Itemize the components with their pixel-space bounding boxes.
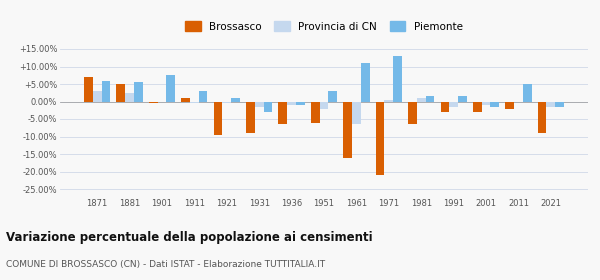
Bar bbox=[311, 102, 320, 123]
Bar bbox=[352, 102, 361, 124]
Bar bbox=[473, 102, 482, 112]
Bar bbox=[287, 102, 296, 105]
Bar bbox=[181, 98, 190, 102]
Bar bbox=[214, 102, 223, 135]
Bar bbox=[361, 63, 370, 102]
Text: COMUNE DI BROSSASCO (CN) - Dati ISTAT - Elaborazione TUTTITALIA.IT: COMUNE DI BROSSASCO (CN) - Dati ISTAT - … bbox=[6, 260, 325, 269]
Bar bbox=[84, 77, 93, 102]
Bar bbox=[190, 102, 199, 103]
Bar bbox=[166, 75, 175, 102]
Bar bbox=[278, 102, 287, 124]
Bar bbox=[125, 93, 134, 102]
Bar bbox=[328, 91, 337, 102]
Bar bbox=[482, 102, 490, 105]
Bar bbox=[393, 56, 402, 102]
Bar bbox=[149, 102, 158, 103]
Bar bbox=[425, 96, 434, 102]
Bar bbox=[320, 102, 328, 109]
Bar bbox=[263, 102, 272, 112]
Bar bbox=[385, 100, 393, 102]
Bar bbox=[408, 102, 417, 124]
Bar bbox=[296, 102, 305, 105]
Bar bbox=[101, 81, 110, 102]
Bar bbox=[490, 102, 499, 107]
Bar bbox=[134, 82, 143, 102]
Bar bbox=[231, 98, 240, 102]
Bar bbox=[440, 102, 449, 112]
Bar bbox=[376, 102, 385, 175]
Bar bbox=[246, 102, 255, 133]
Bar bbox=[538, 102, 547, 133]
Bar bbox=[417, 98, 425, 102]
Bar bbox=[449, 102, 458, 107]
Bar bbox=[343, 102, 352, 157]
Bar bbox=[93, 91, 101, 102]
Bar bbox=[199, 91, 208, 102]
Bar bbox=[116, 84, 125, 102]
Bar bbox=[458, 96, 467, 102]
Bar bbox=[523, 84, 532, 102]
Bar bbox=[547, 102, 555, 107]
Bar bbox=[555, 102, 564, 107]
Text: Variazione percentuale della popolazione ai censimenti: Variazione percentuale della popolazione… bbox=[6, 231, 373, 244]
Bar bbox=[255, 102, 263, 107]
Legend: Brossasco, Provincia di CN, Piemonte: Brossasco, Provincia di CN, Piemonte bbox=[183, 19, 465, 34]
Bar bbox=[505, 102, 514, 109]
Bar bbox=[223, 102, 231, 103]
